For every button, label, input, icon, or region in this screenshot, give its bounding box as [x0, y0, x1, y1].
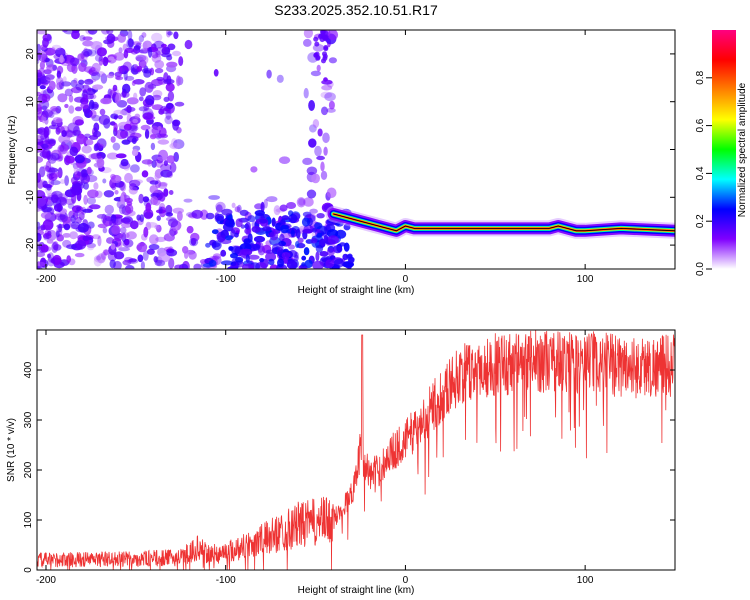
colorbar-axes: 0.0 0.2 0.4 0.6 0.8 [695, 70, 712, 276]
spectrogram-y-axis-label: Frequency (Hz) [7, 116, 18, 185]
spectrogram-y-tick-label: 0 [25, 146, 36, 152]
snr-x-tick-label: -200 [36, 575, 56, 586]
colorbar-tick-label: 0.8 [695, 70, 706, 84]
snr-series-line [37, 330, 675, 570]
colorbar-tick-label: 0.0 [695, 262, 706, 276]
figure-title: S233.2025.352.10.51.R17 [274, 2, 438, 18]
snr-x-tick-label: 100 [577, 575, 594, 586]
colorbar-tick-label: 0.6 [695, 118, 706, 132]
colorbar: 0.0 0.2 0.4 0.6 0.8 Normalized spectral ampl… [695, 30, 748, 276]
snr-y-tick-label: 0 [23, 567, 34, 573]
snr-x-axis-label: Height of straight line (km) [298, 585, 415, 596]
snr-x-tick-label: 0 [403, 575, 409, 586]
spectrogram-y-tick-label: -20 [25, 237, 36, 252]
snr-axes: -200 -100 0 100 0 100 200 300 400 [23, 330, 675, 586]
snr-plot-area [37, 330, 675, 570]
spectrogram-x-tick-label: 0 [403, 274, 409, 285]
spectrogram-signal-band [325, 206, 675, 239]
spectrogram-x-tick-label: -100 [216, 274, 236, 285]
spectrogram-y-tick-label: 10 [25, 96, 36, 108]
colorbar-label: Normalized spectral amplitude [737, 82, 748, 217]
spectrogram-y-tick-label: 20 [25, 48, 36, 60]
colorbar-gradient [712, 30, 736, 269]
spectrogram-x-axis-label: Height of straight line (km) [298, 285, 415, 296]
spectrogram-y-tick-label: -10 [25, 190, 36, 205]
snr-y-tick-label: 100 [23, 511, 34, 528]
spectrogram-noise-blobs [37, 30, 355, 269]
snr-y-tick-label: 400 [23, 361, 34, 378]
snr-panel: -200 -100 0 100 0 100 200 300 400 Height of stra… [6, 329, 676, 596]
snr-x-tick-label: -100 [216, 575, 236, 586]
colorbar-tick-label: 0.2 [695, 214, 706, 228]
snr-y-tick-label: 200 [23, 461, 34, 478]
spectrogram-plot-area [37, 30, 675, 269]
colorbar-tick-label: 0.4 [695, 166, 706, 180]
spectrogram-x-tick-label: 100 [577, 274, 594, 285]
snr-y-tick-label: 300 [23, 411, 34, 428]
signal-trace-line [333, 213, 675, 232]
spectrogram-x-tick-label: -200 [36, 274, 56, 285]
snr-frame [36, 329, 676, 571]
snr-y-axis-label: SNR (10 * v/v) [6, 418, 17, 482]
